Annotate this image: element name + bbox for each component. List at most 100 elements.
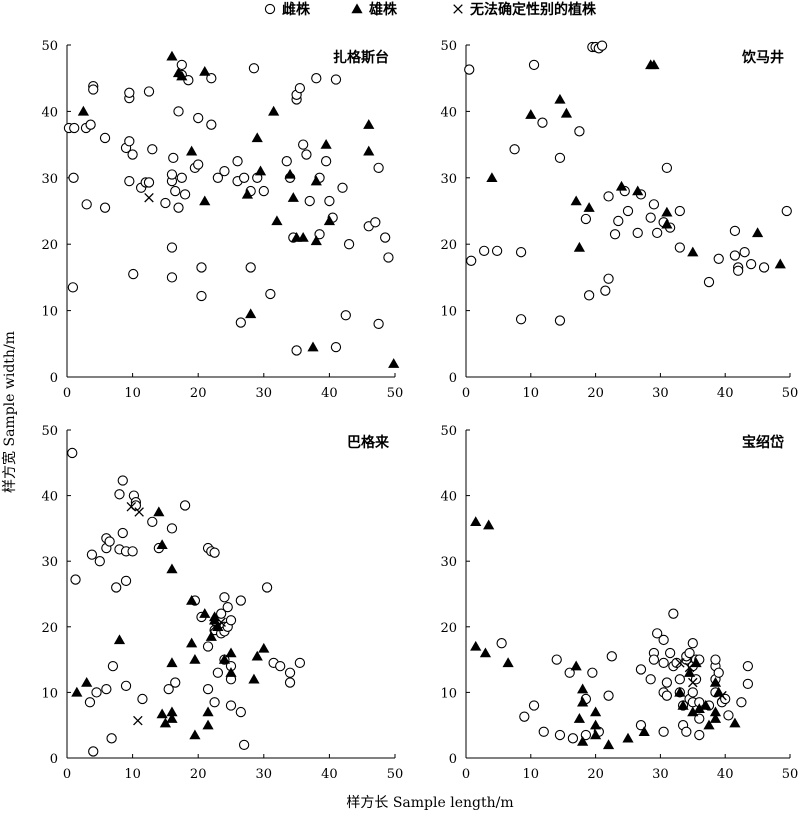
- point-circle: [613, 215, 624, 227]
- point-circle: [658, 726, 669, 737]
- point-triangle: [258, 642, 270, 653]
- point-triangle: [245, 308, 257, 319]
- point-triangle: [703, 719, 715, 730]
- point-circle: [294, 83, 306, 94]
- point-triangle: [189, 729, 201, 740]
- point-circle: [176, 59, 187, 71]
- point-circle: [107, 661, 119, 672]
- y-tick-label: 40: [41, 105, 58, 120]
- x-tick-label: 20: [587, 767, 604, 782]
- point-circle: [70, 574, 81, 585]
- y-tick-label: 50: [440, 39, 457, 54]
- point-circle: [248, 63, 260, 74]
- x-tick-label: 0: [63, 767, 71, 782]
- panel-title: 扎格斯台: [333, 49, 389, 66]
- point-triangle: [693, 703, 705, 713]
- point-circle: [330, 341, 342, 353]
- panel-3: 0 10 20 30 40 50 0 10 20 30 40 50 巴格来: [41, 424, 403, 782]
- point-cross: [675, 658, 685, 668]
- point-triangle: [268, 105, 280, 116]
- point-circle: [742, 661, 754, 672]
- point-triangle: [113, 634, 126, 645]
- panel-title: 巴格来: [347, 434, 390, 451]
- legend-label: 雄株: [368, 1, 398, 18]
- point-circle: [661, 677, 673, 688]
- point-triangle: [225, 647, 237, 658]
- point-circle: [733, 265, 744, 276]
- y-axis-label: 样方宽 Sample width/m: [1, 331, 18, 493]
- point-circle: [238, 739, 250, 751]
- point-circle: [554, 315, 566, 326]
- point-triangle: [573, 713, 585, 723]
- point-triangle: [638, 726, 650, 736]
- point-triangle: [590, 706, 602, 717]
- point-circle: [238, 172, 250, 183]
- x-tick-label: 0: [63, 386, 71, 401]
- point-triangle: [709, 713, 722, 723]
- point-circle: [170, 185, 181, 197]
- point-triangle: [502, 657, 514, 668]
- point-circle: [343, 239, 355, 250]
- point-cross: [126, 501, 137, 512]
- point-triangle: [661, 218, 673, 229]
- point-circle: [713, 253, 724, 264]
- point-triangle: [284, 168, 296, 179]
- point-circle: [147, 144, 158, 155]
- point-circle: [261, 582, 273, 593]
- point-circle: [554, 152, 566, 164]
- point-circle: [222, 601, 233, 613]
- point-triangle: [248, 673, 260, 684]
- point-circle: [671, 657, 682, 669]
- point-cross: [133, 715, 143, 726]
- point-circle: [94, 556, 105, 567]
- point-triangle: [674, 686, 686, 697]
- point-circle: [166, 272, 178, 283]
- point-triangle: [77, 105, 89, 116]
- point-triangle: [486, 172, 498, 182]
- point-cross: [717, 690, 727, 701]
- point-triangle: [199, 608, 211, 618]
- point-circle: [106, 733, 117, 744]
- y-tick-label: 40: [440, 490, 457, 505]
- point-circle: [85, 119, 96, 130]
- point-circle: [687, 638, 698, 649]
- point-circle: [206, 73, 217, 84]
- x-tick-label: 40: [321, 386, 338, 401]
- point-circle: [99, 202, 111, 213]
- point-triangle: [241, 188, 253, 199]
- point-triangle: [166, 563, 178, 574]
- point-circle: [209, 547, 220, 558]
- y-tick-label: 30: [440, 172, 457, 187]
- point-circle: [729, 225, 741, 237]
- point-triangle: [570, 195, 582, 206]
- legend-label: 雌株: [282, 1, 311, 18]
- point-triangle: [470, 516, 482, 527]
- point-triangle: [202, 719, 214, 730]
- point-circle: [729, 250, 741, 261]
- point-circle: [687, 687, 698, 698]
- point-circle: [622, 205, 634, 217]
- point-circle: [284, 667, 296, 678]
- point-circle: [681, 726, 692, 737]
- point-circle: [478, 245, 490, 256]
- point-triangle: [709, 706, 722, 717]
- point-circle: [258, 185, 269, 197]
- point-triangle: [388, 358, 400, 368]
- point-triangle: [683, 667, 696, 677]
- point-circle: [86, 549, 98, 560]
- point-circle: [88, 84, 99, 95]
- x-tick-label: 30: [256, 767, 273, 782]
- point-circle: [658, 634, 669, 646]
- point-circle: [603, 690, 614, 701]
- point-triangle: [166, 706, 178, 717]
- point-circle: [120, 680, 132, 691]
- point-triangle: [560, 107, 573, 118]
- point-circle: [143, 86, 155, 97]
- point-circle: [128, 268, 139, 280]
- point-triangle: [287, 192, 299, 202]
- panel-1: 0 10 20 30 40 50 0 10 20 30 40 50 扎格斯台: [41, 39, 403, 401]
- point-circle: [202, 683, 214, 695]
- point-circle: [219, 592, 230, 603]
- point-circle: [330, 74, 342, 85]
